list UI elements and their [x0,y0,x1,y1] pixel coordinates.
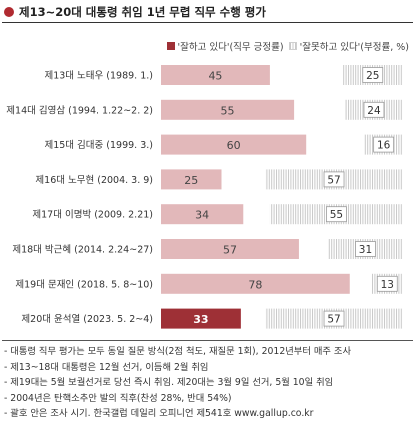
negative-value-box [323,310,345,327]
title-divider [2,22,413,23]
footnote-line: - 괄호 안은 조사 시기. 한국갤럽 데일리 오피니언 제541호 www.g… [4,408,314,419]
negative-value-label: 57 [327,174,340,186]
category-label: 제19대 문재인 (2018. 5. 8~10) [15,279,153,290]
bullet-dot-icon [4,7,14,17]
positive-bar [161,99,295,120]
footnote-line: - 제19대는 5월 보궐선거로 당선 즉시 취임. 제20대는 3월 9일 선… [4,377,334,388]
category-label: 제16대 노무현 (2004. 3. 9) [35,175,153,186]
footnotes: - 대통령 직무 평가는 모두 동일 질문 방식(2점 척도, 재질문 1회),… [4,344,411,422]
footnote-line: - 대통령 직무 평가는 모두 동일 질문 방식(2점 척도, 재질문 1회),… [4,346,352,357]
footnote-line: - 2004년은 탄핵소추안 발의 직후(찬성 28%, 반대 54%) [4,392,232,404]
negative-value-box [326,206,347,223]
stacked-bar-chart: 제13대 노태우 (1989. 1.) 45 25 제14대 김영삼 (1994. 1… [6,65,403,329]
legend-negative-label: '잘못하고 있다'(부정률, %) [299,42,409,53]
negative-value-box [323,171,345,188]
legend-positive-label: '잘하고 있다'(직무 긍정률) [177,42,284,53]
positive-value-label: 78 [248,278,262,291]
positive-value-label: 57 [223,244,237,257]
footnote-line: - 제13~18대 대통령은 12월 선거, 이듬해 2월 취임 [4,361,209,373]
positive-value-label: 55 [221,104,235,117]
negative-value-label: 25 [366,70,379,82]
negative-value-box [362,67,384,83]
positive-bar [161,65,270,85]
positive-value-label: 45 [208,70,222,83]
chart-title: 제13~20대 대통령 취임 1년 무렵 직무 수행 평가 [19,5,266,19]
positive-bar [161,169,222,190]
negative-value-label: 24 [367,105,381,117]
notes-divider [2,340,413,341]
positive-value-label: 60 [227,139,241,152]
negative-value-label: 16 [377,140,391,152]
category-label: 제20대 윤석열 (2023. 5. 2~4) [21,314,153,325]
chart-legend: '잘하고 있다'(직무 긍정률) '잘못하고 있다'(부정률, %) [166,39,409,53]
positive-bar [161,134,307,155]
negative-value-box [363,101,385,118]
category-label: 제13대 노태우 (1989. 1.) [44,71,153,82]
chart-title-row: 제13~20대 대통령 취임 1년 무렵 직무 수행 평가 [4,4,411,20]
positive-bar [161,204,244,225]
category-label: 제15대 김대중 (1999. 3.) [44,139,153,151]
negative-value-label: 57 [327,314,340,326]
positive-value-label: 33 [193,313,208,326]
category-label: 제18대 박근혜 (2014. 2.24~27) [12,244,153,256]
positive-bar [161,308,241,329]
negative-value-label: 13 [381,279,394,291]
legend-positive-swatch [166,42,175,50]
negative-value-label: 31 [359,244,372,256]
positive-bar [161,273,350,294]
negative-value-box [355,241,376,257]
negative-value-box [373,136,395,153]
category-label: 제14대 김영삼 (1994. 1.22~2. 2) [6,104,153,116]
negative-value-box [376,275,398,292]
positive-value-label: 34 [195,209,209,222]
positive-bar [161,239,299,259]
positive-value-label: 25 [184,174,198,187]
negative-value-label: 55 [330,209,343,221]
category-label: 제17대 이명박 (2009. 2.21) [32,210,153,221]
legend-negative-swatch [288,42,297,50]
